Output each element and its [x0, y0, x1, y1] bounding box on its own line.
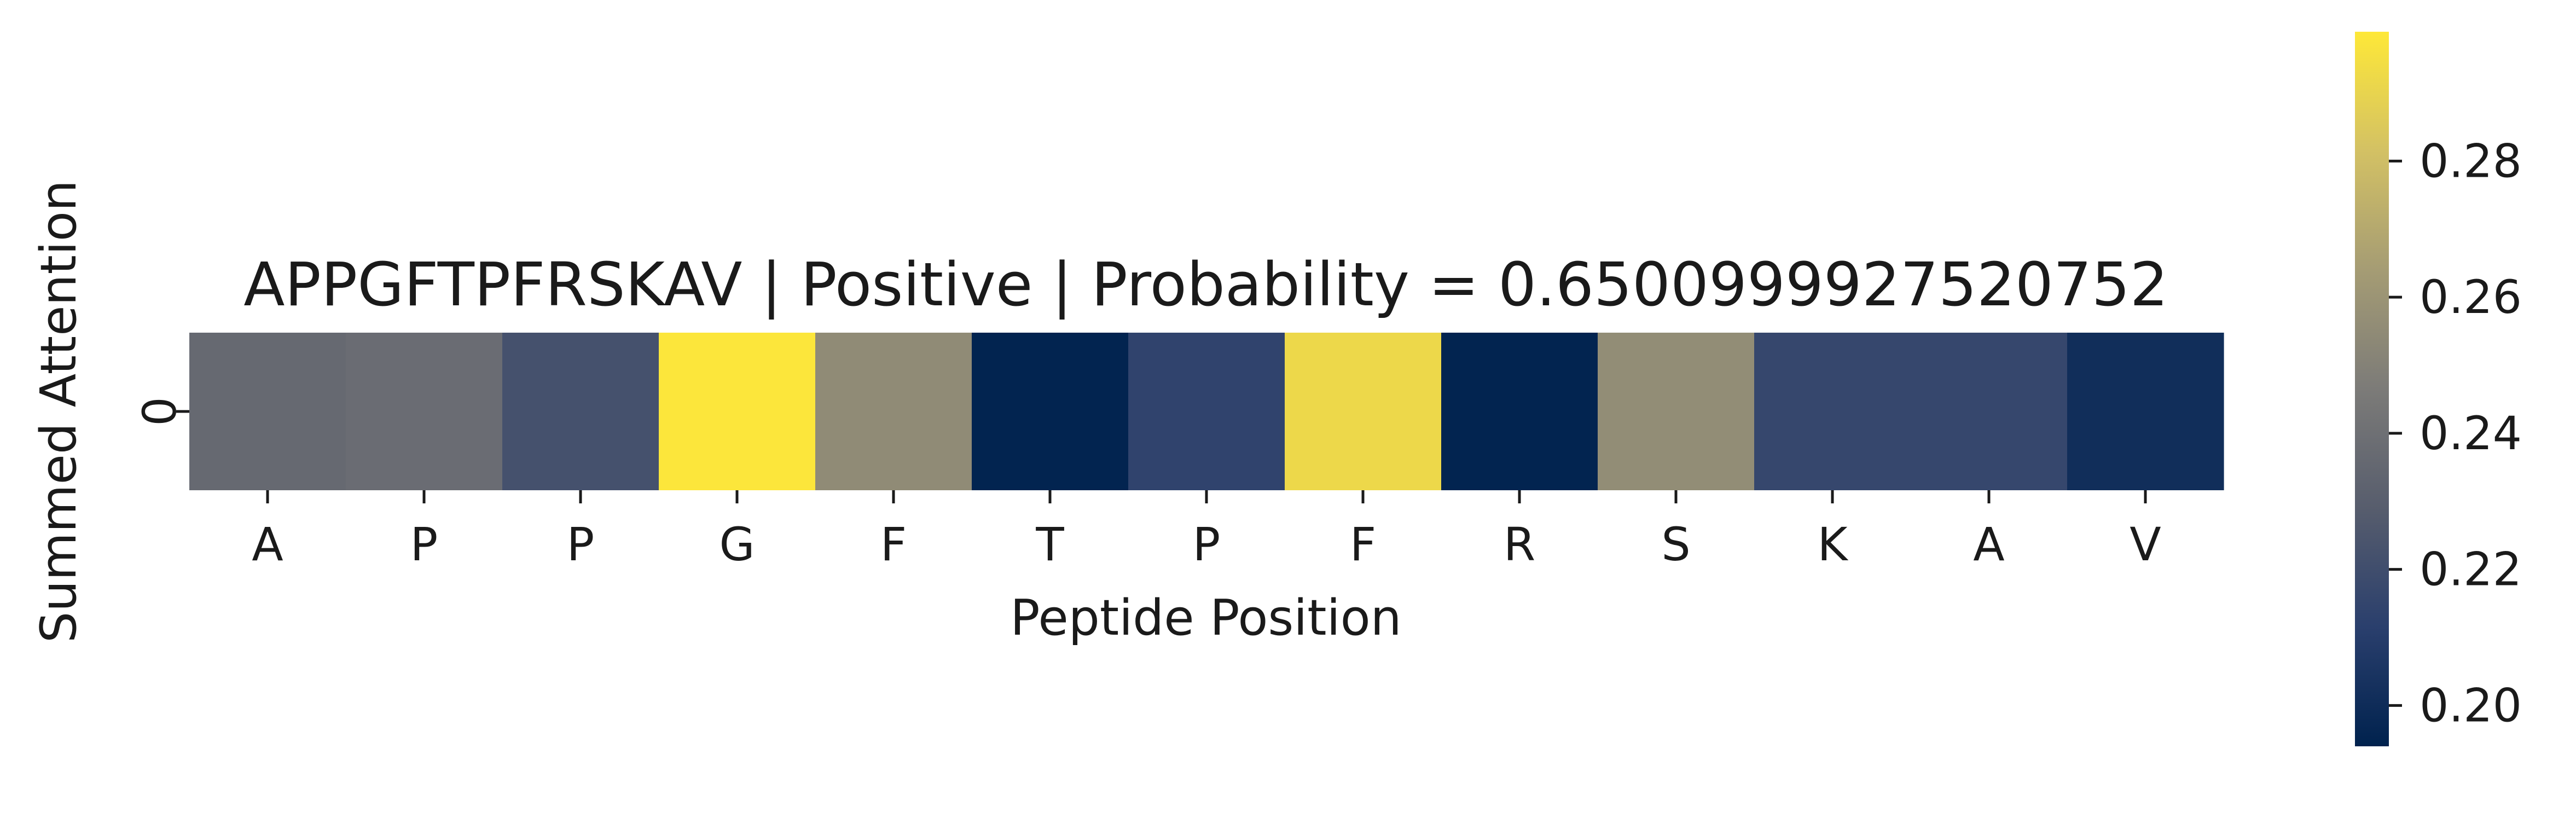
heatmap-cells — [189, 333, 2224, 490]
x-tick-label: F — [1350, 518, 1376, 571]
x-tick-label: A — [1973, 518, 2004, 571]
x-tick-label: F — [880, 518, 907, 571]
heatmap-cell — [1911, 333, 2068, 490]
x-tick-label: G — [719, 518, 755, 571]
colorbar-tick-label: 0.28 — [2420, 134, 2522, 188]
x-tick-label: A — [252, 518, 283, 571]
y-axis: 0 — [133, 397, 189, 426]
heatmap-cell — [1285, 333, 1442, 490]
x-tick-label: P — [1193, 518, 1221, 571]
colorbar-tick-label: 0.20 — [2420, 678, 2522, 732]
heatmap-cell — [346, 333, 503, 490]
heatmap-cell — [815, 333, 972, 490]
x-tick-label: T — [1035, 518, 1064, 571]
x-axis-label: Peptide Position — [1010, 589, 1401, 647]
heatmap-cell — [1754, 333, 1911, 490]
colorbar-tick-label: 0.22 — [2420, 543, 2522, 596]
colorbar: 0.20 0.22 0.24 0.26 0.28 — [2355, 32, 2522, 746]
heatmap-cell — [972, 333, 1129, 490]
heatmap-cell — [659, 333, 816, 490]
heatmap-cell — [189, 333, 346, 490]
y-tick-label: 0 — [133, 397, 187, 426]
x-tick-label: S — [1661, 518, 1690, 571]
heatmap-cell — [502, 333, 659, 490]
x-tick-label: R — [1504, 518, 1535, 571]
x-tick-label: V — [2130, 518, 2161, 571]
colorbar-tick-label: 0.24 — [2420, 407, 2522, 460]
heatmap-cell — [1441, 333, 1598, 490]
x-tick-label: K — [1817, 518, 1848, 571]
heatmap-cell — [2067, 333, 2224, 490]
colorbar-gradient — [2355, 32, 2389, 746]
x-tick-label: P — [567, 518, 595, 571]
colorbar-tick-label: 0.26 — [2420, 270, 2522, 324]
x-tick-label: P — [410, 518, 438, 571]
heatmap-cell — [1598, 333, 1755, 490]
y-axis-label: Summed Attention — [30, 180, 88, 643]
heatmap-cell — [1128, 333, 1285, 490]
chart-title: APPGFTPFRSKAV | Positive | Probability =… — [243, 249, 2168, 320]
